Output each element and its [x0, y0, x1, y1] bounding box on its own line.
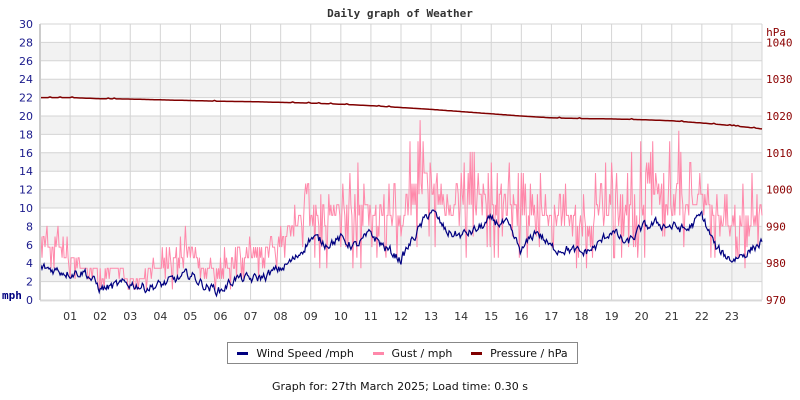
x-tick: 04 — [153, 310, 167, 323]
y-tick-left: 0 — [26, 294, 33, 307]
y-tick-left: 30 — [19, 18, 33, 31]
legend-label: Wind Speed /mph — [256, 346, 354, 360]
x-tick: 16 — [514, 310, 528, 323]
y-tick-left: 24 — [19, 73, 33, 86]
gust-series — [39, 120, 763, 290]
x-tick: 13 — [424, 310, 438, 323]
x-tick: 20 — [635, 310, 649, 323]
y-tick-left: 22 — [19, 92, 33, 105]
wind-speed-series — [39, 209, 763, 298]
y-tick-left: 8 — [26, 220, 33, 233]
legend-label: Gust / mph — [391, 346, 453, 360]
y-tick-left: 20 — [19, 110, 33, 123]
x-tick: 10 — [334, 310, 348, 323]
x-tick: 07 — [244, 310, 258, 323]
x-tick: 18 — [575, 310, 589, 323]
y-tick-left: 26 — [19, 55, 33, 68]
y-tick-right: 1020 — [766, 110, 793, 123]
y-tick-left: 18 — [19, 128, 33, 141]
grid-lines — [40, 23, 763, 301]
x-tick: 23 — [725, 310, 739, 323]
y-tick-right: 1030 — [766, 73, 793, 86]
y-tick-left: 2 — [26, 276, 33, 289]
y-tick-left: 4 — [26, 257, 33, 270]
x-tick: 06 — [214, 310, 228, 323]
y-tick-right: 970 — [766, 294, 786, 307]
x-tick: 03 — [123, 310, 137, 323]
legend-item-gust: Gust / mph — [372, 346, 453, 360]
x-tick: 09 — [304, 310, 318, 323]
legend-swatch-wind-icon — [237, 351, 249, 355]
x-tick: 17 — [544, 310, 558, 323]
y-tick-right: 1000 — [766, 184, 793, 197]
y-tick-left: 6 — [26, 239, 33, 252]
y-tick-left: 16 — [19, 147, 33, 160]
x-tick: 19 — [605, 310, 619, 323]
legend-item-wind-speed: Wind Speed /mph — [237, 347, 354, 360]
y-tick-right: 980 — [766, 257, 786, 270]
x-tick: 11 — [364, 310, 378, 323]
footer-status: Graph for: 27th March 2025; Load time: 0… — [271, 380, 529, 393]
x-axis-ticks: 01 02 03 04 05 06 07 08 09 10 11 12 13 14 15 16 17 18 19 20… — [63, 310, 739, 323]
x-tick: 08 — [274, 310, 288, 323]
axes — [39, 24, 762, 302]
y-axis-right-unit: hPa — [766, 26, 786, 39]
legend-swatch-gust-icon — [372, 351, 384, 355]
y-tick-left: 14 — [19, 165, 33, 178]
x-tick: 12 — [394, 310, 408, 323]
data-series — [39, 96, 763, 298]
chart-legend: Wind Speed /mph Gust / mph Pressure / hP… — [227, 342, 578, 364]
x-tick: 22 — [695, 310, 709, 323]
y-tick-right: 1040 — [766, 36, 793, 49]
y-tick-right: 990 — [766, 220, 786, 233]
y-tick-left: 10 — [19, 202, 33, 215]
x-tick: 14 — [454, 310, 468, 323]
y-tick-right: 1010 — [766, 147, 793, 160]
legend-label: Pressure / hPa — [490, 346, 568, 360]
x-tick: 01 — [63, 310, 77, 323]
legend-item-pressure: Pressure / hPa — [471, 347, 568, 360]
x-tick: 15 — [484, 310, 498, 323]
y-axis-right-ticks: 970 980 990 1000 1010 1020 1030 1040 — [766, 36, 793, 307]
x-tick: 21 — [665, 310, 679, 323]
legend-swatch-pressure-icon — [471, 351, 483, 355]
pressure-series — [40, 96, 763, 130]
y-tick-left: 28 — [19, 36, 33, 49]
x-tick: 05 — [183, 310, 197, 323]
chart-title: Daily graph of Weather — [327, 7, 473, 20]
y-axis-left-unit: mph — [2, 289, 22, 302]
x-tick: 02 — [93, 310, 107, 323]
y-tick-left: 12 — [19, 184, 33, 197]
